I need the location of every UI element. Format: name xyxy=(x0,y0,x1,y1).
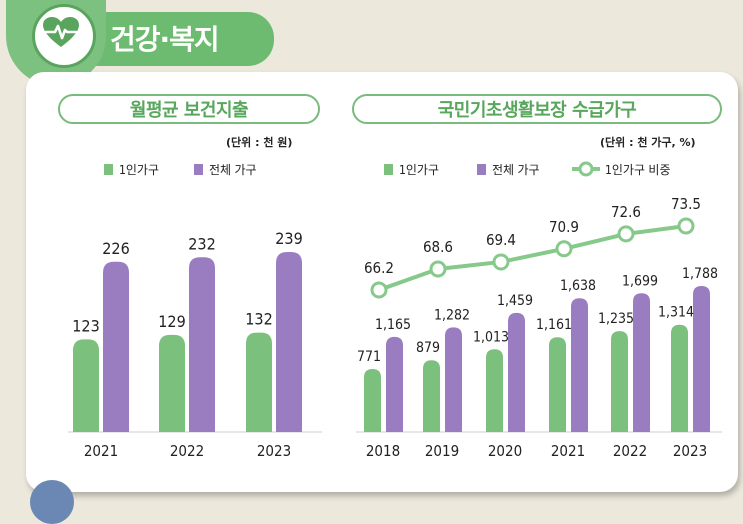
section-title: 건강·복지 xyxy=(110,23,220,56)
chart2-bar-total-2022 xyxy=(633,293,650,432)
chart1-bar-single-2022 xyxy=(159,334,185,432)
chart2-point-share-2022 xyxy=(617,225,635,243)
chart2-label-share-2021: 70.9 xyxy=(549,218,579,236)
chart2-point-share-2021 xyxy=(555,240,573,258)
charts-svg: 1인가구 전체 가구 123 226 2021 129 232 2022 132 239 2023 1… xyxy=(68,161,722,460)
chart2-point-share-2019 xyxy=(429,260,447,278)
chart1-tick-2022: 2022 xyxy=(170,442,204,460)
chart2-label-single-2020: 1,013 xyxy=(473,329,509,345)
section-badge xyxy=(6,0,106,86)
chart2-legend-1-swatch xyxy=(384,164,393,175)
chart2-bar-total-2021 xyxy=(571,298,588,432)
chart2-label-single-2023: 1,314 xyxy=(658,305,694,321)
chart2-label-single-2021: 1,161 xyxy=(536,317,572,333)
chart2-point-share-2018 xyxy=(370,281,388,299)
chart2-label-single-2022: 1,235 xyxy=(598,311,634,327)
chart2-bar-single-2023 xyxy=(671,324,688,432)
chart2-bar-single-2021 xyxy=(549,337,566,432)
chart2-bar-total-2023 xyxy=(693,286,710,432)
section-tab xyxy=(84,12,274,66)
chart2-legend-3-marker xyxy=(578,161,594,177)
chart1-label-total-2023: 239 xyxy=(275,229,302,248)
chart2-tick-2023: 2023 xyxy=(673,442,707,460)
chart2-label-share-2018: 66.2 xyxy=(364,259,394,277)
chart2-line-share xyxy=(378,224,687,292)
chart1-label-single-2022: 129 xyxy=(158,312,185,331)
chart2-legend-2-label: 전체 가구 xyxy=(492,163,540,177)
chart2-label-share-2022: 72.6 xyxy=(611,203,641,221)
chart2-bar-single-2022 xyxy=(611,331,628,432)
chart2-label-total-2023: 1,788 xyxy=(682,266,718,282)
chart2-unit: (단위 : 천 가구, %) xyxy=(600,136,696,149)
chart1-title: 월평균 보건지출 xyxy=(58,94,320,124)
chart1-bar-total-2023 xyxy=(276,252,302,432)
chart2-label-total-2018: 1,165 xyxy=(375,317,411,333)
chart1-bar-total-2021 xyxy=(103,261,129,432)
chart1-tick-2023: 2023 xyxy=(257,442,291,460)
chart1-legend-2-label: 전체 가구 xyxy=(209,163,257,177)
chart1-unit: (단위 : 천 원) xyxy=(226,136,293,149)
chart1-tick-2021: 2021 xyxy=(84,442,118,460)
chart1-legend-2-swatch xyxy=(194,164,203,175)
chart2-tick-2019: 2019 xyxy=(425,442,459,460)
chart2-label-total-2020: 1,459 xyxy=(497,293,533,309)
chart1-bar-single-2023 xyxy=(246,332,272,432)
chart2-bar-single-2018 xyxy=(364,369,381,432)
chart2-label-total-2022: 1,699 xyxy=(622,273,658,289)
chart2-bar-total-2020 xyxy=(508,312,525,432)
chart1-bar-total-2022 xyxy=(189,257,215,432)
chart2-point-share-2023 xyxy=(677,217,695,235)
chart2-tick-2021: 2021 xyxy=(551,442,585,460)
chart2-bar-single-2019 xyxy=(423,360,440,432)
chart2-legend-3-label: 1인가구 비중 xyxy=(605,163,671,177)
next-section-badge xyxy=(30,480,74,524)
chart1-legend-1-label: 1인가구 xyxy=(119,163,159,177)
chart2-legend-1-label: 1인가구 xyxy=(399,163,439,177)
chart2-legend-2-swatch xyxy=(477,164,486,175)
chart1-label-total-2021: 226 xyxy=(102,239,129,258)
heart-pulse-icon xyxy=(32,4,96,68)
chart1-bar-single-2021 xyxy=(73,339,99,432)
chart1-label-single-2023: 132 xyxy=(245,310,272,329)
chart1-label-total-2022: 232 xyxy=(188,234,215,253)
chart2-label-single-2018: 771 xyxy=(357,349,381,365)
chart2-label-share-2020: 69.4 xyxy=(486,231,516,249)
chart2-label-total-2019: 1,282 xyxy=(434,307,470,323)
chart2-bar-total-2019 xyxy=(445,327,462,432)
chart2-title: 국민기초생활보장 수급가구 xyxy=(352,94,722,124)
chart2-tick-2020: 2020 xyxy=(488,442,522,460)
chart2-label-total-2021: 1,638 xyxy=(560,278,596,294)
chart2-tick-2018: 2018 xyxy=(366,442,400,460)
section-header: 건강·복지 xyxy=(0,0,743,86)
chart2-label-share-2023: 73.5 xyxy=(671,195,701,213)
chart1-legend-1-swatch xyxy=(104,164,113,175)
chart2-bar-total-2018 xyxy=(386,336,403,432)
chart2-bar-single-2020 xyxy=(486,349,503,432)
chart2-label-share-2019: 68.6 xyxy=(423,238,453,256)
chart2-label-single-2019: 879 xyxy=(416,340,440,356)
chart1-label-single-2021: 123 xyxy=(72,316,99,335)
chart2-point-share-2020 xyxy=(492,253,510,271)
chart2-tick-2022: 2022 xyxy=(613,442,647,460)
